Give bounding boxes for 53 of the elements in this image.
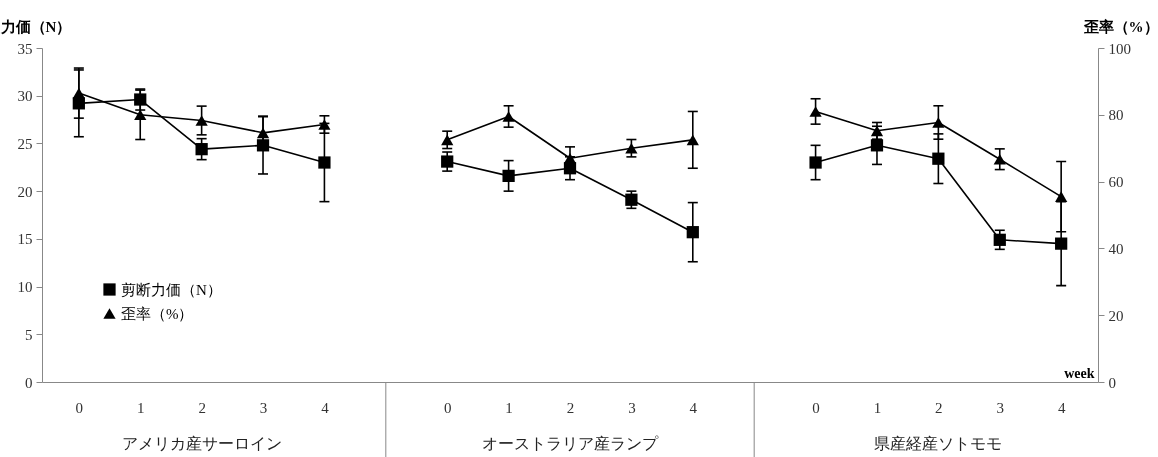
- point: [870, 125, 884, 137]
- point: [72, 87, 85, 99]
- x-tick-label: 0: [75, 399, 84, 416]
- x-tick-label: 3: [259, 399, 268, 416]
- x-tick-label: 4: [321, 399, 330, 416]
- x-tick-label: 3: [628, 399, 636, 416]
- text: オーストラリア産ランプ: [482, 435, 659, 452]
- text: 県産経産ソトモモ: [874, 435, 1003, 452]
- y-axis-title: 力価（N）: [0, 18, 72, 35]
- x-tick-label: 0: [812, 399, 820, 416]
- point: [809, 106, 822, 117]
- x-tick-label: 1: [505, 399, 513, 416]
- x-tick-label: 2: [566, 399, 575, 416]
- y2-tick-label: 100: [1108, 40, 1131, 57]
- point: [318, 119, 331, 130]
- x-tick-label: 3: [996, 399, 1005, 416]
- y-tick-label: 35: [17, 40, 33, 57]
- x-tick-label: 1: [873, 399, 882, 416]
- point: [932, 117, 945, 128]
- x-tick-label: 2: [198, 399, 206, 416]
- x-axis-title: week: [1064, 365, 1095, 381]
- point: [318, 156, 331, 169]
- y-tick-label: 0: [25, 374, 33, 391]
- y-tick-label: 10: [17, 279, 33, 296]
- y2-axis-title: 歪率（%）: [1082, 17, 1158, 35]
- point: [195, 143, 208, 156]
- point: [1055, 237, 1068, 250]
- x-tick-label: 4: [689, 399, 698, 416]
- text: アメリカ産サーロイン: [121, 435, 282, 452]
- point: [256, 127, 270, 139]
- y2-tick-label: 80: [1108, 107, 1124, 124]
- y-tick-label: 5: [25, 326, 33, 343]
- y2-tick-label: 60: [1108, 174, 1124, 191]
- point: [993, 233, 1006, 246]
- x-tick-label: 4: [1057, 399, 1066, 416]
- point: [932, 152, 945, 165]
- x-tick-label: 1: [136, 399, 145, 416]
- legend-label: 歪率（%）: [121, 305, 194, 322]
- point: [1055, 191, 1068, 202]
- y2-tick-label: 20: [1108, 307, 1124, 324]
- y-tick-label: 25: [17, 135, 33, 152]
- point: [134, 109, 147, 121]
- point: [195, 115, 208, 126]
- point: [809, 156, 822, 169]
- y-tick-label: 15: [17, 231, 33, 248]
- y2-tick-label: 40: [1108, 240, 1124, 257]
- legend-label: 剪断力価（N）: [121, 281, 222, 298]
- x-tick-label: 2: [935, 399, 943, 416]
- y-tick-label: 20: [17, 183, 33, 200]
- point: [993, 153, 1006, 165]
- x-tick-label: 0: [443, 399, 452, 416]
- y-tick-label: 30: [17, 88, 33, 105]
- y2-tick-label: 0: [1108, 374, 1116, 391]
